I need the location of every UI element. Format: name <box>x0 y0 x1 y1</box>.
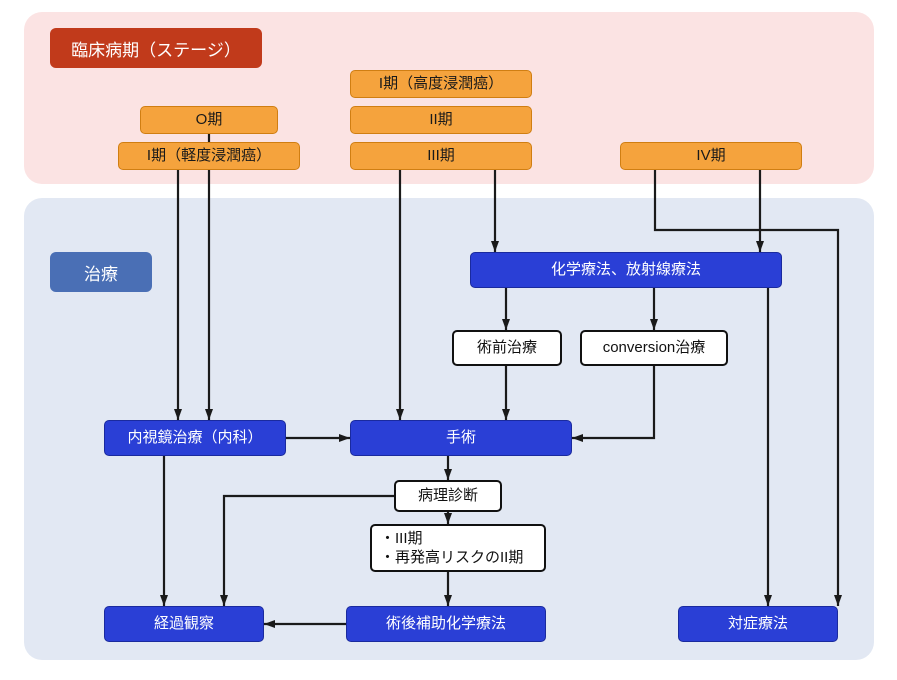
node-palliative: 対症療法 <box>678 606 838 642</box>
node-preop-label: 術前治療 <box>477 338 537 358</box>
node-stage1_mild: I期（軽度浸潤癌） <box>118 142 300 170</box>
node-stage3-label: III期 <box>427 146 455 166</box>
node-stage2: II期 <box>350 106 532 134</box>
node-surgery: 手術 <box>350 420 572 456</box>
node-stage0-label: O期 <box>196 110 223 130</box>
node-endoscopy-label: 内視鏡治療（内科） <box>127 428 262 448</box>
stage-header-label: 臨床病期（ステージ） <box>71 36 241 61</box>
node-followup: 経過観察 <box>104 606 264 642</box>
node-followup-label: 経過観察 <box>154 614 214 634</box>
node-stage0: O期 <box>140 106 278 134</box>
node-adjuvant: 術後補助化学療法 <box>346 606 546 642</box>
node-chemo_rad: 化学療法、放射線療法 <box>470 252 782 288</box>
node-pathology-label: 病理診断 <box>418 486 478 506</box>
node-stage3: III期 <box>350 142 532 170</box>
node-conversion: conversion治療 <box>580 330 728 366</box>
node-adjuvant-label: 術後補助化学療法 <box>386 614 506 634</box>
node-palliative-label: 対症療法 <box>728 614 788 634</box>
treatment-header: 治療 <box>50 252 152 292</box>
node-criteria-label: ・III期 ・再発高リスクのII期 <box>380 529 523 568</box>
node-stage1_adv: I期（高度浸潤癌） <box>350 70 532 98</box>
node-stage1_mild-label: I期（軽度浸潤癌） <box>147 146 271 166</box>
node-chemo_rad-label: 化学療法、放射線療法 <box>551 260 701 280</box>
node-conversion-label: conversion治療 <box>603 338 706 358</box>
node-pathology: 病理診断 <box>394 480 502 512</box>
stage-header: 臨床病期（ステージ） <box>50 28 262 68</box>
node-stage1_adv-label: I期（高度浸潤癌） <box>379 74 503 94</box>
node-criteria: ・III期 ・再発高リスクのII期 <box>370 524 546 572</box>
node-stage4: IV期 <box>620 142 802 170</box>
node-surgery-label: 手術 <box>446 428 476 448</box>
node-stage2-label: II期 <box>429 110 452 130</box>
treatment-header-label: 治療 <box>84 260 118 285</box>
node-endoscopy: 内視鏡治療（内科） <box>104 420 286 456</box>
node-preop: 術前治療 <box>452 330 562 366</box>
node-stage4-label: IV期 <box>696 146 725 166</box>
